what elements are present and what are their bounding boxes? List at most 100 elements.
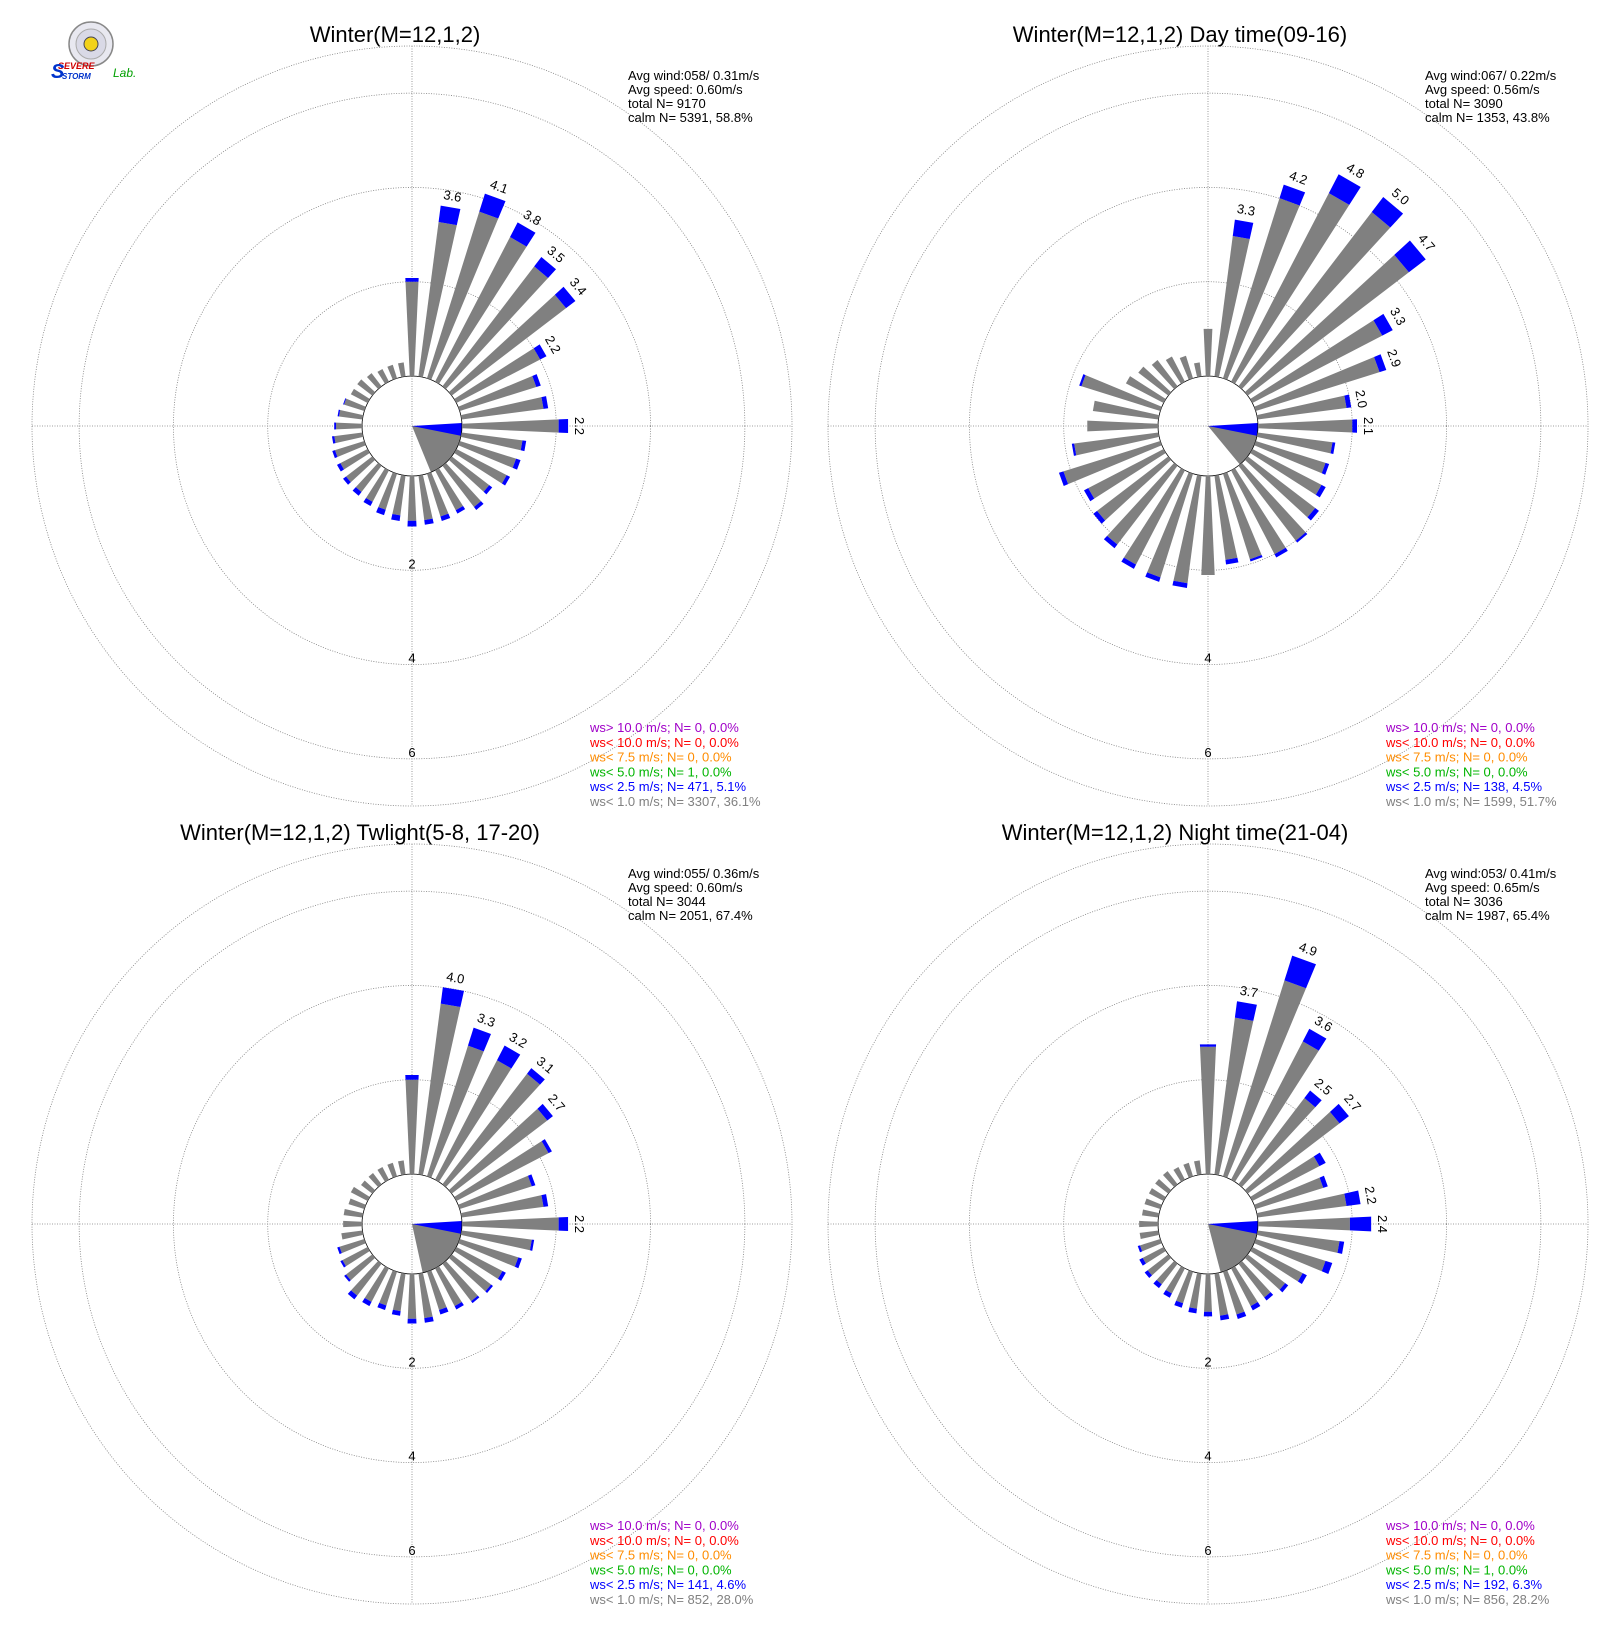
ring-6 — [874, 92, 1542, 760]
bar-blue-20 — [467, 1027, 492, 1052]
bar-label-10: 3.3 — [1236, 201, 1256, 219]
ring-outer — [827, 45, 1589, 807]
bar-blue-140 — [473, 501, 484, 510]
ring-label-4: 4 — [408, 1449, 415, 1464]
bar-label-50: 4.7 — [1415, 231, 1438, 254]
bar-blue-50 — [1394, 240, 1426, 273]
stats-line-4: calm N= 1987, 65.4% — [1425, 908, 1550, 923]
bar-gray-70 — [458, 375, 537, 412]
bar-gray-70 — [1254, 1177, 1324, 1210]
bar-gray-180 — [407, 1274, 417, 1319]
ring-label-4: 4 — [1204, 651, 1211, 666]
bar-gray-210 — [364, 1266, 389, 1302]
bar-blue-220 — [347, 1290, 358, 1300]
stats-line-2: Avg speed: 0.65m/s — [1425, 880, 1540, 895]
bar-blue-160 — [440, 513, 451, 522]
bar-blue-180 — [407, 520, 417, 527]
bar-label-20: 4.1 — [488, 176, 510, 196]
ring-6 — [78, 92, 746, 760]
bar-blue-110 — [514, 1257, 522, 1269]
ring-label-2: 2 — [408, 1354, 415, 1369]
bar-blue-100 — [1337, 1241, 1345, 1254]
bar-gray-320 — [366, 373, 382, 390]
bar-gray-330 — [377, 1167, 389, 1182]
bar-gray-130 — [1244, 456, 1316, 518]
bar-blue-160 — [1236, 1311, 1247, 1320]
bar-blue-40 — [527, 1068, 545, 1085]
bar-blue-30 — [1302, 1028, 1327, 1051]
ring-4 — [969, 187, 1447, 665]
stats-line-1: Avg wind:058/ 0.31m/s — [628, 68, 760, 83]
bar-gray-340 — [1183, 1162, 1194, 1178]
bar-gray-140 — [442, 1260, 478, 1302]
bar-blue-170 — [1219, 1314, 1230, 1321]
bar-gray-130 — [448, 1254, 492, 1292]
bar-gray-190 — [1189, 1272, 1202, 1309]
bar-gray-80 — [1256, 1193, 1347, 1218]
bar-blue-30 — [510, 222, 536, 247]
bar-gray-100 — [1256, 432, 1333, 454]
logo-seal-center — [83, 36, 99, 52]
bar-gray-140 — [1238, 1260, 1271, 1298]
panel-title: Winter(M=12,1,2) Twlight(5-8, 17-20) — [180, 820, 540, 845]
bar-blue-250 — [1137, 1245, 1143, 1253]
bar-gray-290 — [343, 398, 366, 412]
bar-blue-190 — [391, 1309, 401, 1316]
calm-wedge — [1208, 1224, 1258, 1273]
bar-blue-260 — [331, 436, 336, 444]
bar-blue-250 — [332, 450, 338, 459]
bar-gray-280 — [1141, 1209, 1160, 1218]
windrose-panel-3: 2 4 6 4.0 3.3 3.23.1 2.7 2.2 Winter(M=12,1,2) Tw… — [31, 820, 793, 1607]
legend-entry-2: ws< 10.0 m/s; N= 0, 0.0% — [589, 1533, 739, 1548]
bar-gray-180 — [407, 476, 417, 521]
stats-line-2: Avg speed: 0.60m/s — [628, 82, 743, 97]
bar-gray-50 — [448, 294, 567, 396]
bar-blue-180 — [407, 1318, 417, 1324]
legend-entry-2: ws< 10.0 m/s; N= 0, 0.0% — [1385, 735, 1535, 750]
bar-blue-160 — [438, 1307, 449, 1315]
bar-gray-290 — [1081, 375, 1162, 412]
ring-outer — [827, 843, 1589, 1605]
bar-blue-140 — [1295, 532, 1308, 543]
bar-label-70: 2.9 — [1384, 347, 1404, 369]
legend-entry-5: ws< 2.5 m/s; N= 141, 4.6% — [589, 1577, 747, 1592]
bar-gray-280 — [343, 1208, 364, 1218]
bar-gray-190 — [392, 1272, 406, 1312]
bar-gray-350 — [1194, 362, 1202, 378]
bar-gray-310 — [361, 1180, 376, 1194]
bar-blue-130 — [485, 1284, 493, 1293]
stats-line-4: calm N= 1353, 43.8% — [1425, 110, 1550, 125]
ring-label-4: 4 — [408, 651, 415, 666]
bar-gray-200 — [378, 472, 398, 510]
bar-gray-110 — [1254, 440, 1326, 474]
bar-blue-0 — [1199, 1044, 1217, 1047]
bar-blue-170 — [424, 1316, 434, 1323]
bar-gray-40 — [442, 1073, 541, 1188]
legend-entry-3: ws< 7.5 m/s; N= 0, 0.0% — [589, 750, 732, 765]
bar-gray-30 — [1231, 1041, 1319, 1182]
stats-line-3: total N= 3044 — [628, 894, 706, 909]
legend-entry-1: ws> 10.0 m/s; N= 0, 0.0% — [589, 720, 739, 735]
bar-blue-230 — [343, 476, 351, 485]
legend-entry-6: ws< 1.0 m/s; N= 852, 28.0% — [589, 1592, 754, 1607]
bar-blue-210 — [1121, 557, 1137, 569]
bar-gray-330 — [1173, 1167, 1185, 1182]
bar-blue-110 — [512, 458, 521, 470]
bar-gray-40 — [442, 266, 549, 390]
bar-blue-110 — [1321, 1260, 1333, 1275]
bar-gray-80 — [1256, 395, 1347, 420]
bar-blue-140 — [471, 1295, 480, 1304]
bar-gray-150 — [435, 468, 464, 511]
bar-blue-150 — [1274, 547, 1288, 558]
bar-gray-100 — [460, 432, 523, 451]
stats-line-1: Avg wind:053/ 0.41m/s — [1425, 866, 1557, 881]
stats-line-1: Avg wind:055/ 0.36m/s — [628, 866, 760, 881]
avg-wind-vector — [412, 1221, 462, 1234]
bar-gray-230 — [1147, 1254, 1172, 1276]
bar-blue-240 — [340, 1260, 346, 1268]
panel-title: Winter(M=12,1,2) Day time(09-16) — [1013, 22, 1347, 47]
bar-blue-60 — [1313, 1152, 1326, 1167]
bar-gray-240 — [1088, 449, 1166, 499]
bar-label-80: 2.0 — [1352, 389, 1370, 409]
bar-blue-80 — [541, 1194, 549, 1207]
